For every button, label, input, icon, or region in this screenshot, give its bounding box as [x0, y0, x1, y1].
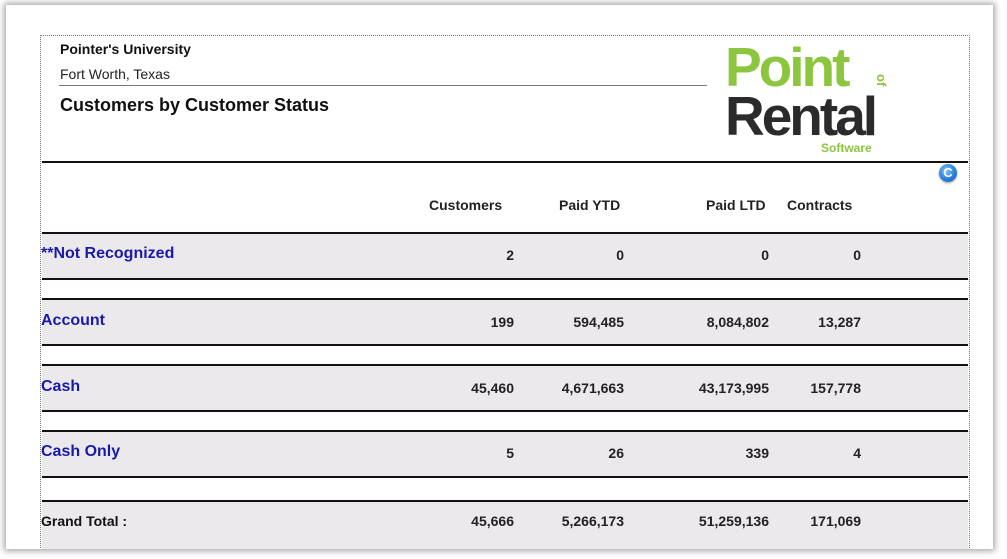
company-city: Fort Worth, Texas — [60, 66, 170, 82]
report-title: Customers by Customer Status — [60, 95, 330, 115]
table-row — [42, 232, 968, 280]
report-page: Pointer's University Fort Worth, Texas C… — [40, 35, 970, 549]
cell-contracts: 4 — [853, 445, 861, 461]
cell-customers: 5 — [506, 445, 514, 461]
total-contracts: 171,069 — [810, 513, 861, 529]
row-label-account[interactable]: Account — [41, 312, 105, 329]
cell-contracts: 157,778 — [810, 380, 861, 396]
column-header-paid-ytd: Paid YTD — [559, 197, 621, 213]
table-row — [42, 430, 968, 478]
row-label-cash-only[interactable]: Cash Only — [41, 443, 121, 460]
table-row — [42, 364, 968, 412]
cell-customers: 2 — [506, 247, 514, 263]
report-window: Pointer's University Fort Worth, Texas C… — [6, 5, 993, 549]
logo-word-of: of — [874, 74, 889, 87]
cell-customers: 199 — [490, 314, 514, 330]
logo-word-software: Software — [821, 141, 872, 155]
total-paid-ltd: 51,259,136 — [698, 513, 769, 529]
logo-word-rental: Rental — [725, 85, 875, 147]
cell-contracts: 13,287 — [818, 314, 861, 330]
cell-customers: 45,460 — [471, 380, 514, 396]
grand-total-row — [42, 500, 968, 549]
cell-paid-ytd: 26 — [608, 445, 624, 461]
cell-paid-ltd: 43,173,995 — [698, 380, 769, 396]
cell-paid-ltd: 8,084,802 — [706, 314, 769, 330]
cell-paid-ltd: 339 — [745, 445, 769, 461]
cell-paid-ltd: 0 — [761, 247, 769, 263]
total-paid-ytd: 5,266,173 — [561, 513, 624, 529]
header-separator — [42, 161, 968, 163]
point-of-rental-logo: Point of Rental Software — [725, 36, 889, 155]
grand-total-label: Grand Total : — [41, 513, 128, 529]
row-label-cash[interactable]: Cash — [41, 378, 81, 395]
column-header-customers: Customers — [429, 197, 503, 213]
column-header-paid-ltd: Paid LTD — [706, 197, 766, 213]
row-label-not-recognized[interactable]: **Not Recognized — [41, 245, 175, 262]
logo-word-point: Point — [725, 36, 850, 98]
cell-paid-ytd: 4,671,663 — [561, 380, 624, 396]
total-customers: 45,666 — [471, 513, 514, 529]
header-divider — [59, 85, 707, 86]
cell-paid-ytd: 0 — [616, 247, 624, 263]
company-name: Pointer's University — [60, 41, 191, 57]
table-row — [42, 298, 968, 346]
cell-contracts: 0 — [853, 247, 861, 263]
refresh-icon[interactable]: C — [939, 164, 957, 182]
cell-paid-ytd: 594,485 — [573, 314, 624, 330]
column-header-contracts: Contracts — [787, 197, 853, 213]
